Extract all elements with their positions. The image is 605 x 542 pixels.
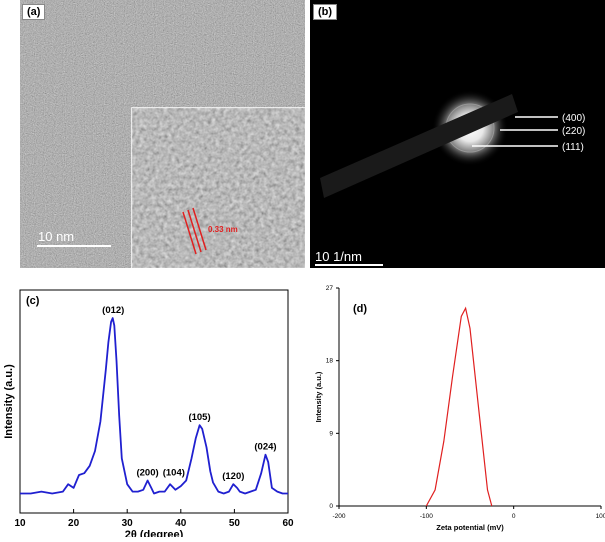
- y-tick-label-d: 9: [329, 430, 333, 437]
- y-tick-label-d: 27: [326, 285, 334, 292]
- x-tick-label-d: -200: [332, 513, 345, 520]
- ring-label-111: (111): [562, 142, 584, 153]
- beam-stopper: [320, 94, 518, 198]
- tem-micrograph: 0.33 nm 10 nm: [20, 0, 306, 269]
- peak-label: (024): [254, 442, 276, 453]
- x-axis-label-c: 2θ (degree): [125, 529, 184, 537]
- y-tick-label-d: 18: [326, 358, 334, 365]
- x-axis-label-d: Zeta potential (mV): [436, 523, 504, 532]
- lattice-line-3: [192, 207, 207, 251]
- zeta-chart-svg: -200 -100 0 100 0 9 18 27 Zeta potential (mV) Int…: [314, 285, 605, 532]
- lattice-spacing-label: 0.33 nm: [208, 225, 238, 234]
- ring-label-220: (220): [562, 126, 585, 137]
- plot-frame-c: [19, 289, 289, 514]
- x-tick-label-d: 100: [596, 513, 605, 520]
- panel-b-label: (b): [313, 4, 338, 20]
- peak-label: (012): [102, 305, 124, 316]
- panel-d-label: (d): [353, 303, 367, 315]
- x-tick-label-c: 10: [14, 518, 26, 529]
- y-tick-label-d: 0: [329, 503, 333, 510]
- x-tick-label-c: 20: [68, 518, 80, 529]
- panel-a-tem-image: 0.33 nm 10 nm (a): [20, 0, 306, 269]
- xrd-chart-svg: 10 20 30 40 50 60 (012) (200) (104) (105) (120) (02…: [3, 289, 294, 541]
- peak-label: (104): [163, 468, 185, 479]
- peak-label: (200): [136, 468, 158, 479]
- x-tick-label-c: 30: [122, 518, 134, 529]
- panel-c-label: (c): [26, 295, 40, 307]
- ring-label-400: (400): [562, 113, 585, 124]
- lattice-line-1: [182, 211, 197, 255]
- peak-label: (105): [188, 412, 210, 423]
- hrtem-inset: 0.33 nm: [131, 107, 306, 269]
- x-tick-label-d: -100: [420, 513, 433, 520]
- x-tick-label-c: 40: [175, 518, 187, 529]
- panel-a-label: (a): [22, 4, 46, 20]
- scalebar-label-a: 10 nm: [38, 229, 74, 244]
- x-tick-label-c: 50: [229, 518, 241, 529]
- panel-d-zeta-chart: -200 -100 0 100 0 9 18 27 Zeta potential (mV) Int…: [305, 280, 605, 537]
- x-tick-label-d: 0: [512, 513, 516, 520]
- panel-b-saed-image: (400) (220) (111) 10 1/nm (b): [310, 0, 605, 268]
- x-tick-label-c: 60: [282, 518, 294, 529]
- panel-c-xrd-chart: 10 20 30 40 50 60 (012) (200) (104) (105) (120) (02…: [0, 280, 300, 541]
- saed-pattern: (400) (220) (111) 10 1/nm: [310, 0, 605, 268]
- y-axis-label-d: Intensity (a.u.): [314, 371, 323, 422]
- lattice-line-2: [187, 209, 202, 253]
- xrd-series-line: [20, 317, 288, 495]
- y-axis-label-c: Intensity (a.u.): [3, 364, 15, 439]
- peak-label: (120): [222, 471, 244, 482]
- scalebar-label-b: 10 1/nm: [315, 249, 362, 264]
- zeta-series-line: [425, 306, 493, 507]
